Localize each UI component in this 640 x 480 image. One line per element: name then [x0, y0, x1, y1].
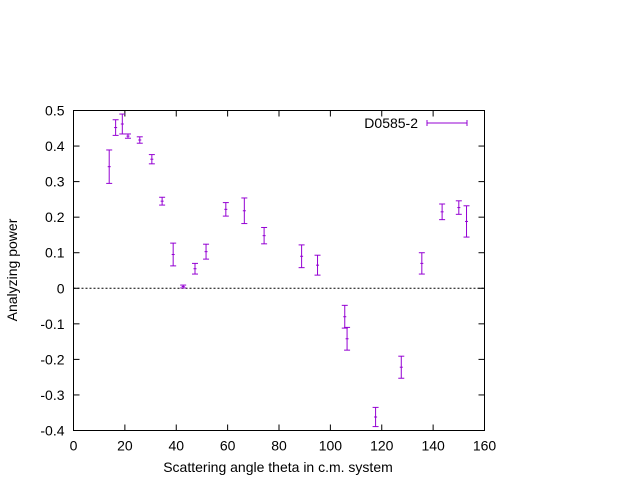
- y-axis: -0.4 -0.3 -0.2 -0.1 0 0.1 0.2 0.3 0.4 0.5: [40, 103, 485, 439]
- data-point: [261, 226, 268, 245]
- data-point: [439, 203, 446, 221]
- x-tick-label: 100: [319, 438, 343, 454]
- data-point: [170, 242, 177, 267]
- x-tick-label: 120: [370, 438, 394, 454]
- plot-frame: [73, 110, 485, 431]
- y-tick-label: 0: [57, 280, 65, 296]
- data-point: [112, 119, 119, 136]
- data-point: [314, 254, 321, 276]
- y-tick-label: -0.3: [40, 387, 64, 403]
- data-point: [241, 197, 248, 225]
- data-point: [398, 355, 405, 379]
- data-point: [159, 196, 166, 206]
- x-tick-label: 60: [220, 438, 236, 454]
- y-tick-label: 0.4: [45, 138, 65, 154]
- data-point: [124, 133, 131, 139]
- x-tick-label: 20: [117, 438, 133, 454]
- data-series: [106, 113, 470, 428]
- legend: D0585-2: [364, 115, 468, 131]
- legend-errorbar-sample: [426, 120, 468, 126]
- data-point: [106, 149, 113, 184]
- data-point: [136, 136, 143, 144]
- data-point: [180, 284, 187, 289]
- y-tick-label: 0.5: [45, 103, 65, 119]
- x-tick-label: 40: [168, 438, 184, 454]
- y-tick-label: -0.2: [40, 351, 64, 367]
- data-point: [463, 205, 470, 238]
- data-point: [341, 304, 348, 329]
- y-tick-label: 0.2: [45, 209, 65, 225]
- data-point: [192, 262, 199, 275]
- data-point: [148, 154, 155, 165]
- data-point: [344, 326, 351, 351]
- y-tick-label: -0.4: [40, 423, 64, 439]
- x-tick-label: 80: [271, 438, 287, 454]
- data-point: [418, 252, 425, 275]
- data-point: [455, 200, 462, 215]
- x-tick-label: 0: [70, 438, 78, 454]
- x-axis-title: Scattering angle theta in c.m. system: [163, 459, 393, 475]
- x-tick-label: 140: [421, 438, 445, 454]
- y-tick-label: -0.1: [40, 316, 64, 332]
- y-axis-title: Analyzing power: [4, 218, 20, 321]
- x-tick-label: 160: [473, 438, 497, 454]
- x-axis: 0 20 40 60 80 100 120 140 160: [70, 110, 497, 454]
- data-point: [119, 113, 126, 135]
- data-point: [222, 202, 229, 217]
- data-point: [203, 243, 210, 260]
- y-tick-label: 0.3: [45, 174, 65, 190]
- y-tick-label: 0.1: [45, 245, 65, 261]
- data-point: [372, 406, 379, 428]
- data-point: [298, 244, 305, 269]
- legend-label: D0585-2: [364, 115, 418, 131]
